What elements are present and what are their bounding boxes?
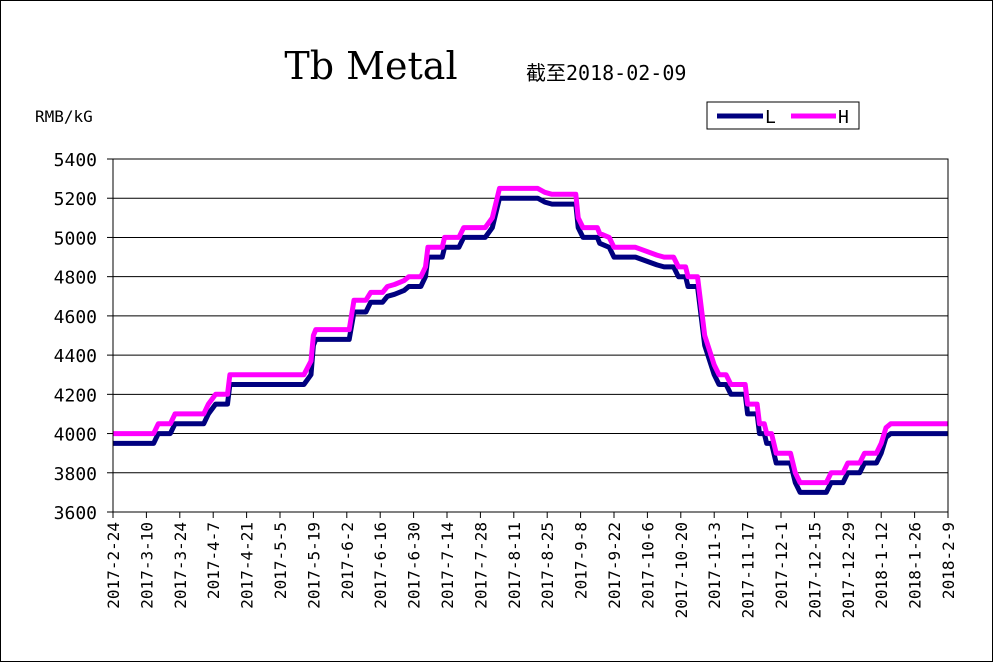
y-tick-label: 4400: [54, 346, 97, 367]
x-tick-label: 2017-11-17: [739, 522, 758, 618]
x-tick-label: 2017-9-8: [572, 522, 591, 599]
x-tick-label: 2017-10-20: [672, 522, 691, 618]
plot-area: [112, 158, 949, 513]
x-tick-label: 2017-4-7: [204, 522, 223, 599]
y-tick-label: 5000: [54, 228, 97, 249]
x-tick-label: 2018-1-12: [872, 522, 891, 609]
x-tick-label: 2017-9-22: [605, 522, 624, 609]
x-tick-label: 2017-7-28: [471, 522, 490, 609]
x-tick-label: 2018-1-26: [906, 522, 925, 609]
x-tick-label: 2017-10-6: [638, 522, 657, 609]
x-tick-label: 2017-6-30: [405, 522, 424, 609]
x-tick-label: 2017-12-1: [772, 522, 791, 609]
y-tick-label: 3600: [54, 503, 97, 524]
chart-title: Tb Metal: [284, 44, 457, 88]
x-tick-label: 2017-8-11: [505, 522, 524, 609]
gridlines: [113, 197, 948, 474]
x-tick-label: 2017-12-15: [805, 522, 824, 618]
legend-label-l: L: [765, 107, 776, 128]
y-tick-label: 3800: [54, 464, 97, 485]
y-tick-label: 4600: [54, 307, 97, 328]
x-tick-label: 2017-12-29: [839, 522, 858, 618]
x-tick-label: 2017-11-3: [705, 522, 724, 609]
x-tick-label: 2017-5-19: [304, 522, 323, 609]
x-tick-label: 2017-6-16: [371, 522, 390, 609]
series-lines: [113, 185, 948, 495]
y-axis-ticks: 3600 3800 4000 4200 4400 4600 4800 5000 5200 5400: [54, 150, 113, 524]
series-line-l: [113, 195, 948, 495]
x-tick-label: 2017-6-2: [338, 522, 357, 599]
y-tick-label: 5200: [54, 189, 97, 210]
y-tick-label: 4200: [54, 385, 97, 406]
x-axis-ticks: 2017-2-24 2017-3-10 2017-3-24 2017-4-7 2017-…: [104, 512, 958, 618]
legend: L H: [706, 101, 860, 130]
y-tick-label: 5400: [54, 150, 97, 171]
x-tick-label: 2017-5-5: [271, 522, 290, 599]
y-tick-label: 4000: [54, 425, 97, 446]
x-tick-label: 2017-3-24: [171, 522, 190, 609]
x-tick-label: 2017-7-14: [438, 522, 457, 609]
x-tick-label: 2017-2-24: [104, 522, 123, 609]
series-line-h: [113, 185, 948, 486]
chart-subtitle: 截至2018-02-09: [526, 61, 686, 85]
y-tick-label: 4800: [54, 268, 97, 289]
x-tick-label: 2018-2-9: [939, 522, 958, 599]
y-axis-unit: RMB/kG: [35, 107, 93, 126]
x-tick-label: 2017-3-10: [137, 522, 156, 609]
x-tick-label: 2017-8-25: [538, 522, 557, 609]
legend-label-h: H: [838, 107, 849, 128]
x-tick-label: 2017-4-21: [238, 522, 257, 609]
